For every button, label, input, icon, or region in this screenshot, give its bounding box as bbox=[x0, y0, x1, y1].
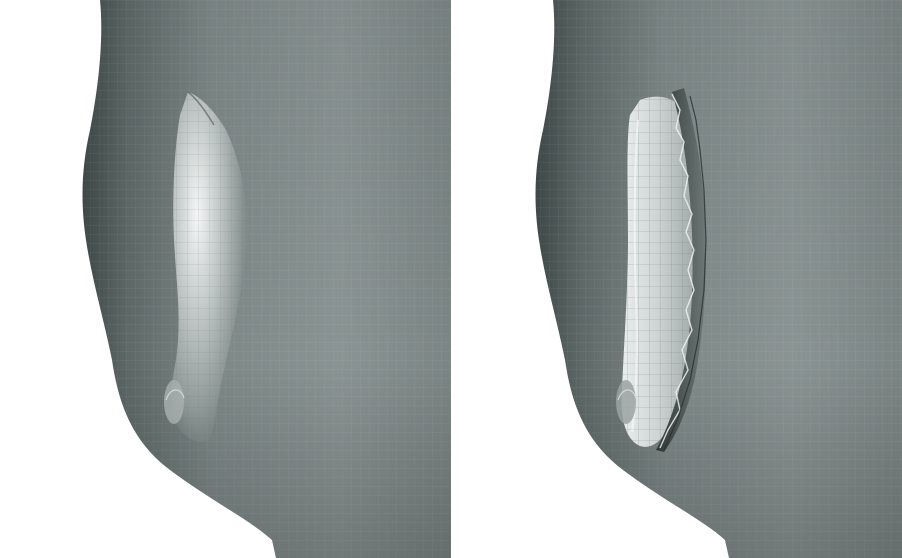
left-surface-patch bbox=[164, 91, 247, 442]
right-panel bbox=[535, 0, 902, 558]
left-panel bbox=[82, 0, 451, 558]
right-cracked-patch bbox=[616, 88, 707, 452]
panel-divider bbox=[451, 0, 452, 558]
